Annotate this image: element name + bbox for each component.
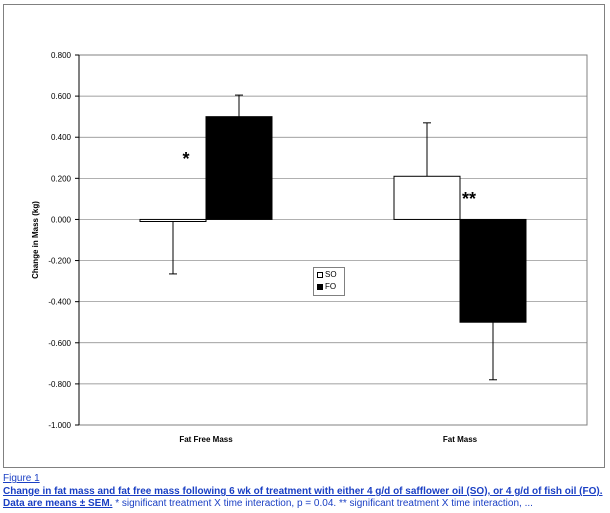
bar-fo (459, 218, 527, 323)
significance-marker: ** (462, 189, 476, 209)
legend-swatch-fo (317, 284, 323, 290)
x-category-label: Fat Mass (443, 435, 478, 444)
y-tick-label: -0.200 (48, 257, 71, 266)
significance-marker: * (182, 149, 189, 169)
figure-label-link[interactable]: Figure 1 (3, 473, 40, 484)
y-axis-label: Change in Mass (kg) (31, 201, 40, 279)
y-tick-label: -1.000 (48, 421, 71, 430)
y-tick-label: 0.000 (51, 215, 72, 224)
y-tick-label: -0.400 (48, 298, 71, 307)
legend-label-fo: FO (325, 282, 337, 291)
figure-caption-main: Change in fat mass and fat free mass fol… (3, 486, 603, 509)
y-tick-label: -0.600 (48, 339, 71, 348)
bar-so (139, 218, 207, 222)
figure-caption-notes: * significant treatment X time interacti… (112, 498, 533, 509)
y-tick-label: 0.200 (51, 174, 72, 183)
figure-caption[interactable]: Change in fat mass and fat free mass fol… (3, 486, 607, 512)
legend: SO FO (313, 267, 345, 296)
bar-chart: -1.000 -0.800 -0.600 -0.400 -0.200 0.000 0.200… (31, 51, 588, 444)
legend-label-so: SO (325, 270, 337, 279)
x-category-label: Fat Free Mass (179, 435, 233, 444)
legend-swatch-so (317, 272, 323, 278)
y-tick-label: 0.800 (51, 51, 72, 60)
y-tick-label: 0.400 (51, 133, 72, 142)
bar-so (393, 175, 461, 220)
chart-frame: -1.000 -0.800 -0.600 -0.400 -0.200 0.000 0.200… (3, 4, 605, 468)
y-tick-label: -0.800 (48, 380, 71, 389)
bar-fo (205, 116, 273, 220)
y-tick-label: 0.600 (51, 92, 72, 101)
